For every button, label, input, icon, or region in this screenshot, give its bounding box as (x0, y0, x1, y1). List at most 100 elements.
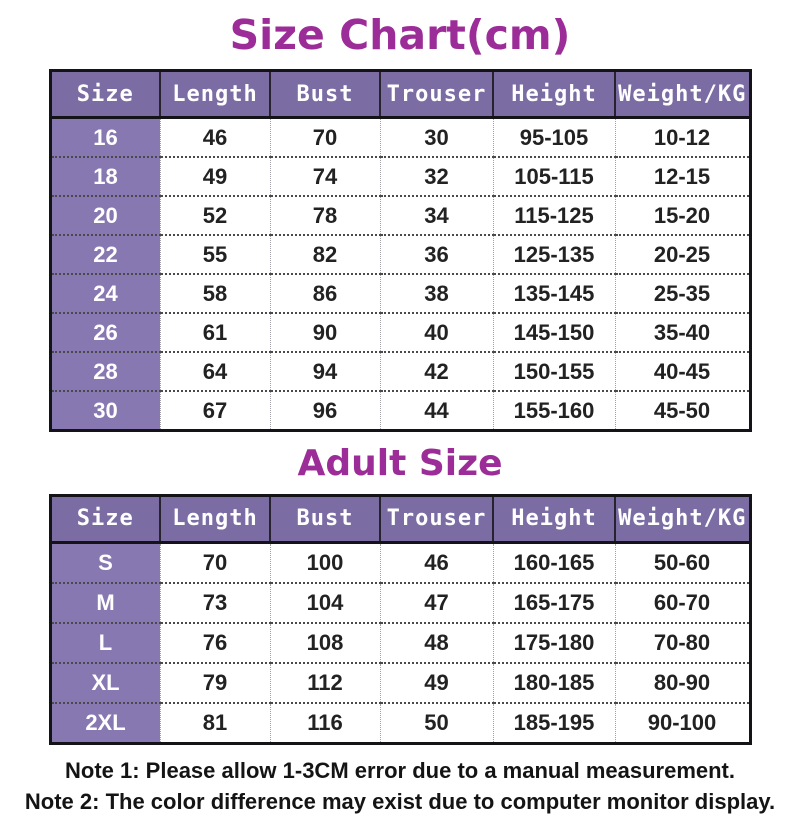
table-cell: 36 (379, 234, 493, 275)
table-cell: 61 (159, 312, 270, 353)
table-cell: 105-115 (492, 156, 615, 197)
size-cell: 18 (50, 156, 160, 197)
adult-header-row: Size Length Bust Trouser Height Weight/K… (49, 494, 751, 544)
table-cell: 81 (159, 701, 270, 744)
table-cell: 60-70 (614, 581, 750, 623)
size-cell: 16 (50, 116, 160, 158)
kids-header-row: Size Length Bust Trouser Height Weight/K… (49, 69, 751, 120)
table-cell: 145-150 (492, 312, 615, 353)
table-cell: 96 (269, 390, 380, 431)
table-cell: 82 (269, 234, 380, 275)
table-cell: 125-135 (492, 234, 615, 275)
table-cell: 185-195 (492, 701, 615, 744)
table-cell: 165-175 (492, 581, 615, 623)
table-row: 30 67 96 44 155-160 45-50 (50, 390, 750, 431)
table-cell: 58 (159, 273, 270, 314)
size-cell: 22 (50, 234, 160, 275)
size-cell: S (50, 541, 160, 583)
table-cell: 52 (159, 195, 270, 236)
size-cell: 26 (50, 312, 160, 353)
table-row: 20 52 78 34 115-125 15-20 (50, 195, 750, 236)
table-cell: 78 (269, 195, 380, 236)
table-cell: 100 (269, 541, 380, 583)
size-cell: 2XL (50, 701, 160, 744)
table-cell: 70 (159, 541, 270, 583)
table-cell: 94 (269, 351, 380, 392)
table-cell: 70 (269, 116, 380, 158)
size-cell: 30 (50, 390, 160, 431)
column-header-trouser: Trouser (379, 494, 494, 544)
table-cell: 115-125 (492, 195, 615, 236)
table-cell: 67 (159, 390, 270, 431)
table-cell: 45-50 (614, 390, 750, 431)
table-cell: 42 (379, 351, 493, 392)
column-header-height: Height (492, 69, 616, 120)
table-cell: 150-155 (492, 351, 615, 392)
table-cell: 46 (379, 541, 493, 583)
note-2: Note 2: The color difference may exist d… (24, 788, 776, 814)
table-row: S 70 100 46 160-165 50-60 (50, 541, 750, 583)
table-cell: 86 (269, 273, 380, 314)
table-cell: 50 (379, 701, 493, 744)
table-cell: 44 (379, 390, 493, 431)
table-cell: 48 (379, 621, 493, 663)
table-cell: 108 (269, 621, 380, 663)
table-cell: 90 (269, 312, 380, 353)
table-cell: 40-45 (614, 351, 750, 392)
column-header-bust: Bust (269, 69, 381, 120)
kids-size-table: Size Length Bust Trouser Height Weight/K… (48, 69, 752, 433)
table-cell: 49 (379, 661, 493, 703)
column-header-length: Length (159, 69, 271, 120)
table-cell: 49 (159, 156, 270, 197)
notes-section: Note 1: Please allow 1-3CM error due to … (0, 755, 800, 817)
table-cell: 80-90 (614, 661, 750, 703)
table-row: 22 55 82 36 125-135 20-25 (50, 234, 750, 275)
table-cell: 34 (379, 195, 493, 236)
table-row: 2XL 81 116 50 185-195 90-100 (50, 701, 750, 744)
column-header-size: Size (49, 494, 161, 544)
table-cell: 73 (159, 581, 270, 623)
table-cell: 70-80 (614, 621, 750, 663)
column-header-bust: Bust (269, 494, 381, 544)
table-row: 18 49 74 32 105-115 12-15 (50, 156, 750, 197)
table-cell: 74 (269, 156, 380, 197)
size-cell: M (50, 581, 160, 623)
table-cell: 79 (159, 661, 270, 703)
table-cell: 116 (269, 701, 380, 744)
column-header-weight: Weight/KG (614, 494, 751, 544)
table-cell: 90-100 (614, 701, 750, 744)
table-row: M 73 104 47 165-175 60-70 (50, 581, 750, 623)
table-cell: 25-35 (614, 273, 750, 314)
column-header-length: Length (159, 494, 271, 544)
table-cell: 40 (379, 312, 493, 353)
table-cell: 55 (159, 234, 270, 275)
table-cell: 38 (379, 273, 493, 314)
table-cell: 76 (159, 621, 270, 663)
table-cell: 10-12 (614, 116, 750, 158)
table-cell: 135-145 (492, 273, 615, 314)
table-row: 26 61 90 40 145-150 35-40 (50, 312, 750, 353)
table-cell: 175-180 (492, 621, 615, 663)
table-cell: 112 (269, 661, 380, 703)
table-cell: 50-60 (614, 541, 750, 583)
table-cell: 180-185 (492, 661, 615, 703)
table-cell: 15-20 (614, 195, 750, 236)
table-row: L 76 108 48 175-180 70-80 (50, 621, 750, 663)
column-header-trouser: Trouser (379, 69, 494, 120)
table-cell: 104 (269, 581, 380, 623)
note-1: Note 1: Please allow 1-3CM error due to … (65, 757, 735, 783)
column-header-weight: Weight/KG (614, 69, 751, 120)
table-cell: 160-165 (492, 541, 615, 583)
table-cell: 155-160 (492, 390, 615, 431)
adult-size-title: Adult Size (297, 443, 503, 485)
size-cell: L (50, 621, 160, 663)
column-header-size: Size (49, 69, 161, 120)
table-row: 16 46 70 30 95-105 10-12 (50, 116, 750, 158)
table-cell: 12-15 (614, 156, 750, 197)
adult-size-table: Size Length Bust Trouser Height Weight/K… (48, 493, 752, 745)
size-cell: 28 (50, 351, 160, 392)
table-cell: 95-105 (492, 116, 615, 158)
size-cell: 20 (50, 195, 160, 236)
table-row: XL 79 112 49 180-185 80-90 (50, 661, 750, 703)
table-cell: 47 (379, 581, 493, 623)
